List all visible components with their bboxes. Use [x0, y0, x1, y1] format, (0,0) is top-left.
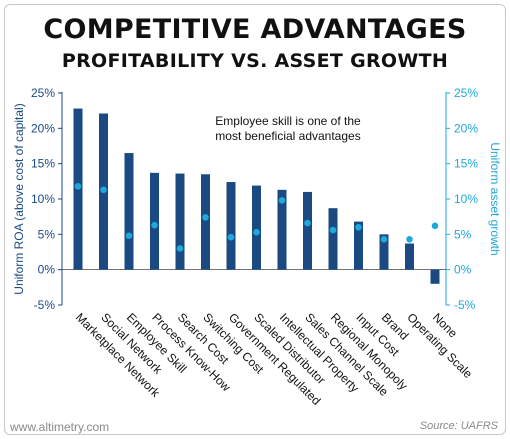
footer-source: Source: UAFRS: [419, 420, 498, 432]
bar: [430, 269, 440, 284]
right-tick-label: 20%: [454, 121, 478, 135]
growth-point: [151, 221, 158, 229]
bar: [379, 234, 389, 270]
growth-point: [355, 223, 362, 231]
growth-point: [278, 197, 286, 204]
right-tick-label: 0%: [454, 263, 472, 277]
bar: [277, 189, 287, 270]
y-axis-label-right: Uniform asset growth: [488, 142, 502, 255]
growth-point: [380, 235, 388, 243]
right-tick-label: 5%: [454, 227, 472, 241]
growth-point: [406, 235, 413, 243]
growth-point: [253, 228, 260, 236]
annotation-line-1: Employee skill is one of the: [215, 114, 361, 128]
left-tick-label: 20%: [31, 121, 55, 135]
chart-subtitle: PROFITABILITY VS. ASSET GROWTH: [61, 50, 449, 72]
right-tick-label: 15%: [454, 157, 478, 171]
bar: [328, 208, 338, 270]
growth-point: [329, 226, 337, 234]
left-tick-label: 15%: [31, 157, 55, 171]
growth-point: [74, 182, 82, 190]
footer-website: www.altimetry.com: [10, 420, 110, 434]
bar: [150, 172, 159, 270]
y-axis-label-left: Uniform ROA (above cost of capital): [12, 103, 26, 294]
growth-point: [100, 186, 107, 194]
growth-point: [176, 245, 184, 252]
bar: [303, 191, 312, 270]
bar: [175, 173, 185, 270]
bar: [405, 243, 414, 270]
growth-point: [431, 222, 439, 230]
growth-point: [304, 219, 311, 227]
annotation-line-2: most beneficial advantages: [215, 129, 360, 143]
growth-point: [125, 232, 133, 240]
chart-title: COMPETITIVE ADVANTAGES: [43, 14, 467, 45]
bar: [226, 182, 236, 270]
right-tick-label: -5%: [454, 298, 476, 312]
left-tick-label: 10%: [31, 192, 55, 206]
bar: [124, 153, 134, 270]
growth-point: [202, 214, 209, 221]
left-tick-label: -5%: [34, 298, 56, 312]
right-tick-label: 10%: [454, 192, 478, 206]
left-tick-label: 0%: [38, 263, 56, 277]
left-tick-label: 25%: [31, 86, 55, 100]
bar: [354, 221, 363, 270]
bar: [201, 174, 210, 270]
right-tick-label: 25%: [454, 86, 478, 100]
left-tick-label: 5%: [38, 227, 56, 241]
bar: [252, 185, 261, 270]
growth-point: [227, 233, 235, 241]
